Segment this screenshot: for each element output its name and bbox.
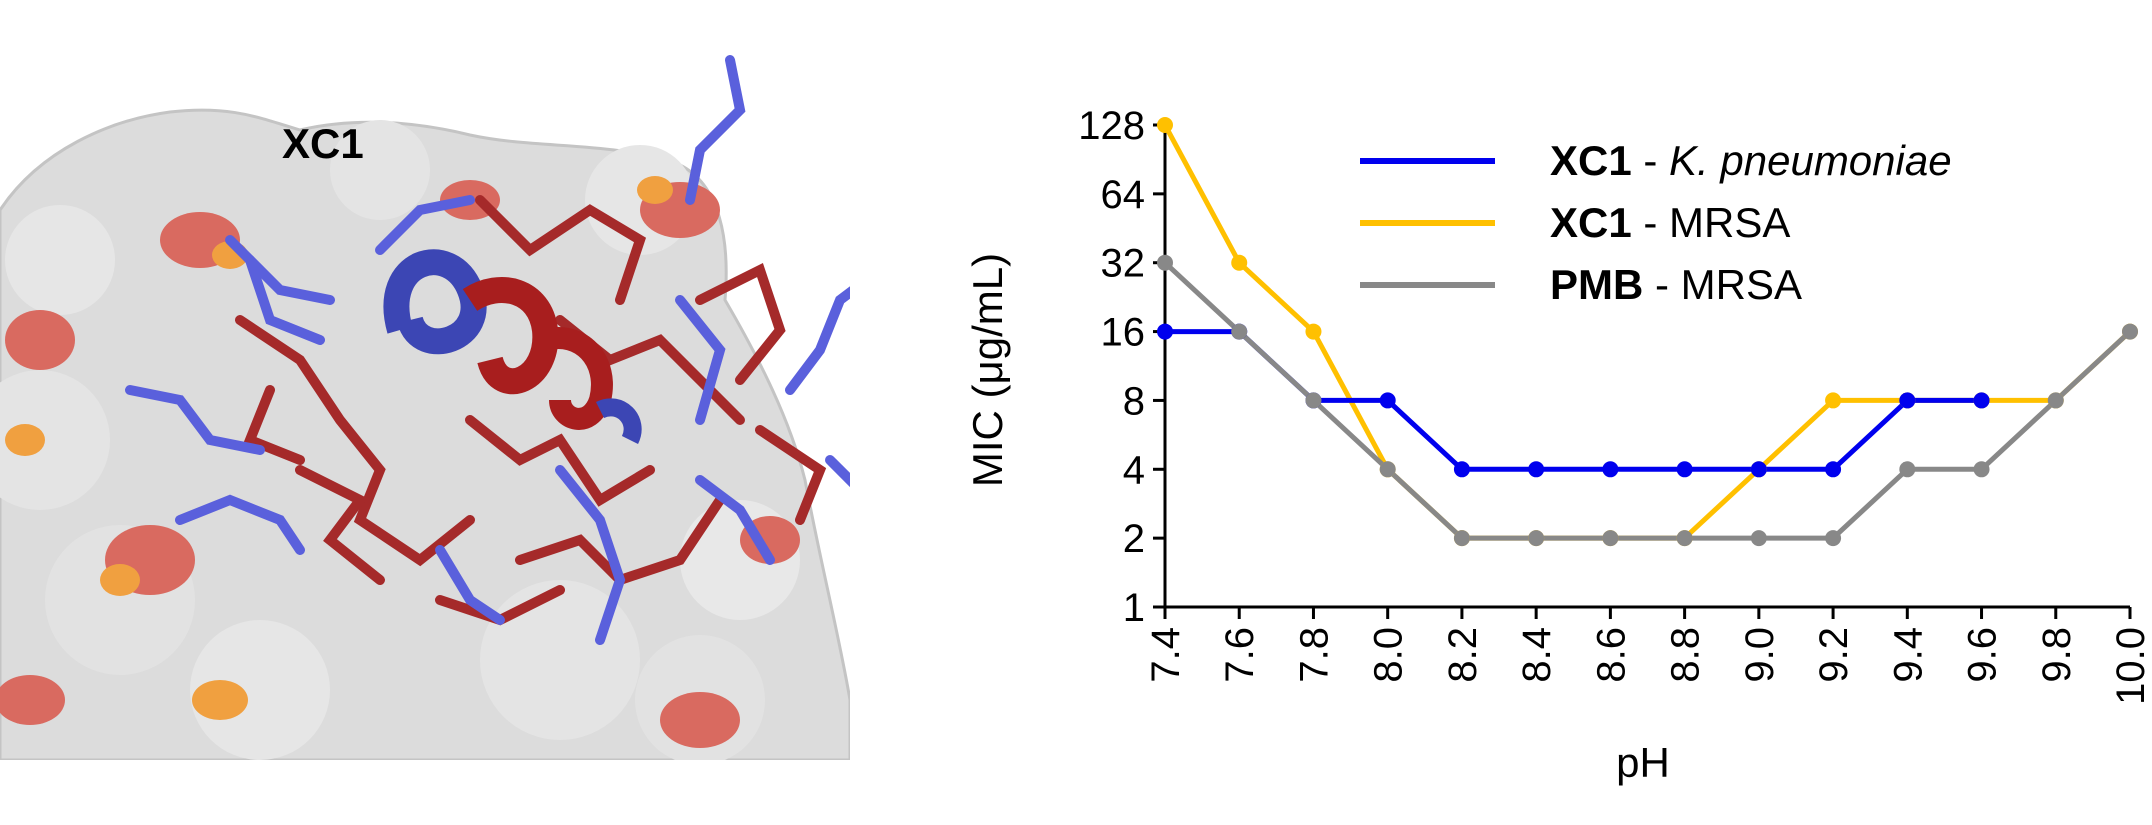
data-point [1676, 530, 1693, 547]
y-tick-label: 1 [1123, 586, 1145, 630]
helix-ribbon [383, 249, 642, 445]
data-point [1973, 461, 1990, 478]
data-point [1602, 530, 1619, 547]
data-point [1453, 461, 1470, 478]
data-point [1825, 461, 1842, 478]
data-point [1528, 530, 1545, 547]
x-tick-label: 8.8 [1664, 627, 1708, 683]
x-tick-label: 9.8 [2035, 627, 2079, 683]
data-point [1231, 323, 1248, 340]
data-point [1750, 530, 1767, 547]
data-point [1750, 461, 1767, 478]
y-tick-label: 64 [1101, 173, 1146, 217]
data-point [1453, 530, 1470, 547]
legend-entry: PMB - MRSA [1550, 261, 1802, 308]
data-point [1899, 461, 1916, 478]
data-point [1825, 392, 1842, 409]
structure-label: XC1 [282, 120, 364, 167]
data-point [1157, 117, 1173, 133]
data-point [1305, 392, 1322, 409]
y-tick-label: 16 [1101, 311, 1146, 355]
series-line [1163, 260, 2132, 541]
x-tick-label: 8.0 [1367, 627, 1411, 683]
y-tick-label: 8 [1123, 379, 1145, 423]
legend-entry: XC1 - MRSA [1550, 199, 1790, 246]
y-axis-title: MIC (μg/mL) [964, 253, 1011, 487]
data-point [1231, 254, 1248, 271]
mic-chart: MIC (μg/mL) pH 1 2 4 8 16 32 64 128 7.4 7.6 7.8 8.0… [964, 104, 2152, 786]
data-point [1676, 461, 1693, 478]
x-tick-label: 10.0 [2109, 627, 2152, 705]
x-tick-label: 9.4 [1886, 627, 1930, 683]
series-points [1157, 117, 2138, 547]
data-point [2122, 323, 2138, 340]
chart-axes: 1 2 4 8 16 32 64 128 7.4 7.6 7.8 8.0 8.2 8.4 8.6 8.8 9.0… [1078, 104, 2152, 705]
data-point [1157, 323, 1173, 340]
data-point [1825, 530, 1842, 547]
y-tick-label: 32 [1101, 242, 1146, 286]
data-point [1305, 323, 1322, 340]
y-tick-label: 128 [1078, 104, 1145, 148]
y-tick-label: 4 [1123, 448, 1145, 492]
series-lines [1162, 123, 2132, 541]
y-tick-label: 2 [1123, 517, 1145, 561]
x-tick-label: 8.6 [1589, 627, 1633, 683]
surface-patches [0, 176, 800, 748]
data-point [1973, 392, 1990, 409]
data-point [1379, 461, 1396, 478]
data-point [1157, 254, 1173, 271]
x-tick-label: 9.2 [1812, 627, 1856, 683]
data-point [2047, 392, 2064, 409]
blue-stick-residues [125, 55, 850, 645]
x-tick-label: 7.4 [1144, 627, 1188, 683]
x-axis-title: pH [1616, 739, 1670, 786]
data-point [1899, 392, 1916, 409]
x-tick-label: 8.2 [1441, 627, 1485, 683]
legend-entry: XC1 - K. pneumoniae [1550, 137, 1952, 184]
data-point [1602, 461, 1619, 478]
chart-legend: XC1 - K. pneumoniae XC1 - MRSA PMB - MRSA [1360, 137, 1952, 308]
data-point [1379, 392, 1396, 409]
x-tick-label: 8.4 [1515, 627, 1559, 683]
x-tick-label: 7.8 [1292, 627, 1336, 683]
data-point [1528, 461, 1545, 478]
x-tick-label: 9.0 [1738, 627, 1782, 683]
protein-structure-image: XC1 [0, 55, 850, 760]
x-tick-label: 7.6 [1218, 627, 1262, 683]
x-tick-label: 9.6 [1961, 627, 2005, 683]
